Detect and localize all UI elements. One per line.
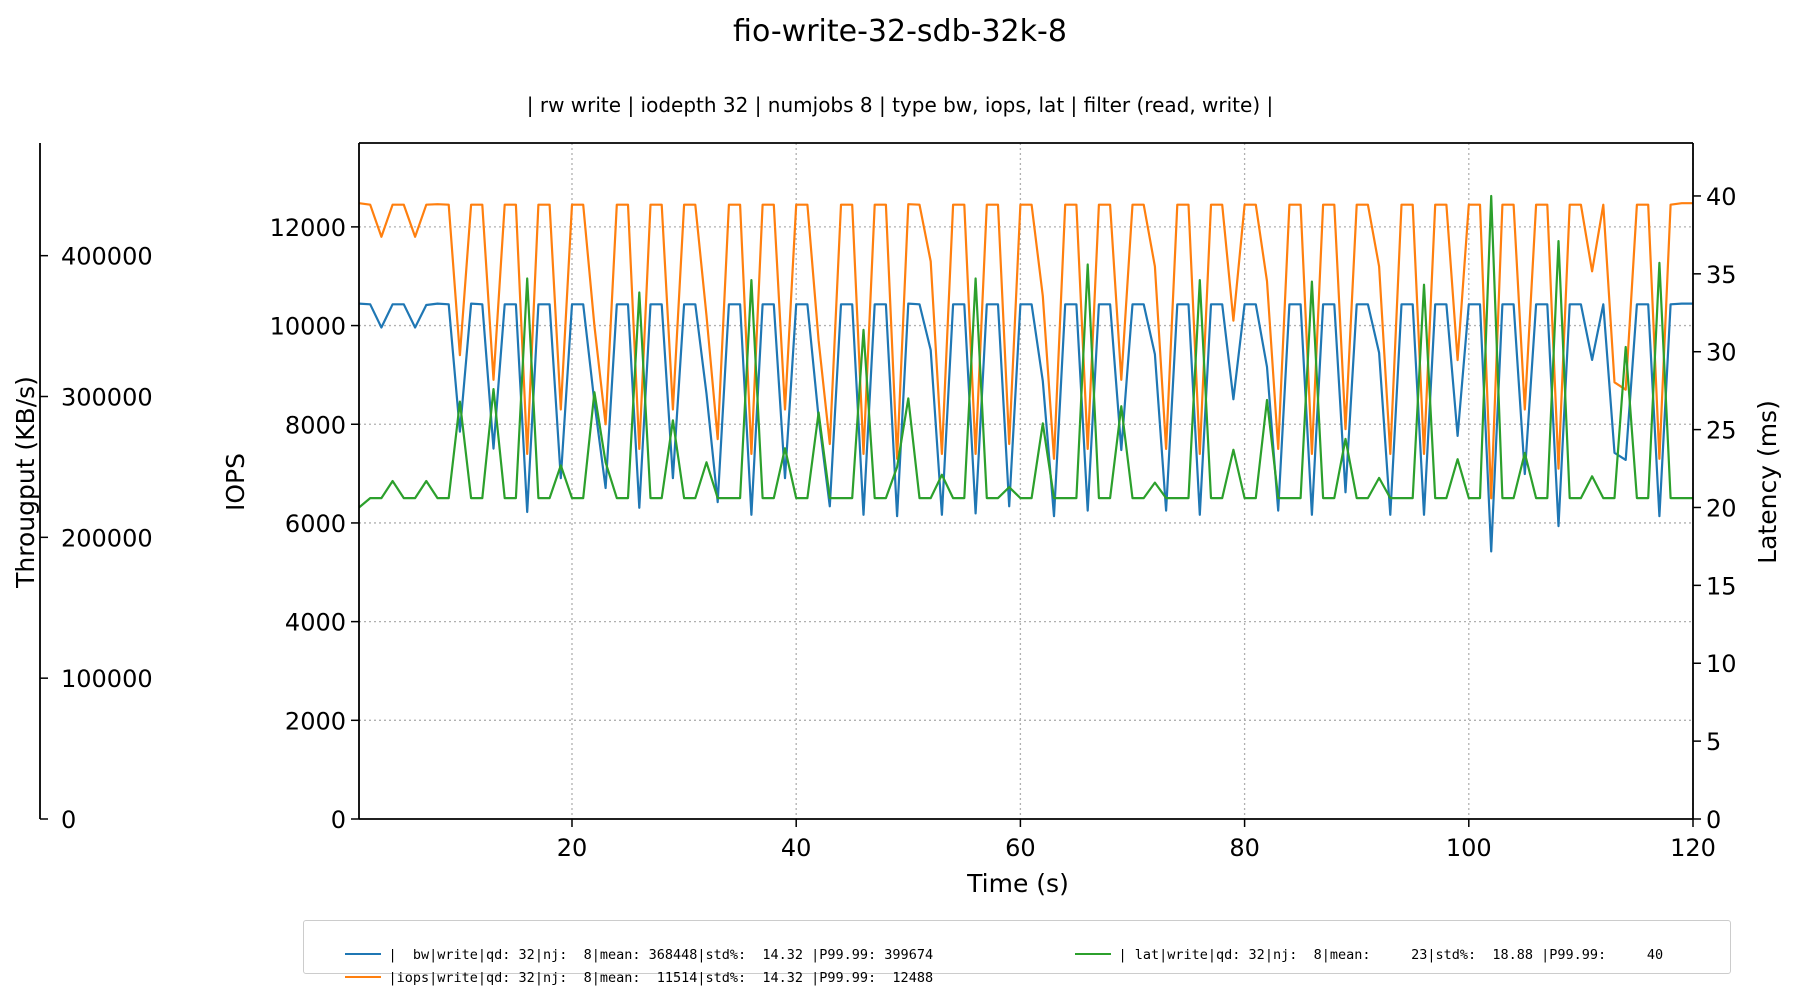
y-tick-label-iops: 8000 bbox=[285, 411, 346, 439]
x-tick-label: 20 bbox=[557, 834, 588, 862]
y-tick-label-latency: 10 bbox=[1706, 650, 1737, 678]
chart-title: fio-write-32-sdb-32k-8 bbox=[733, 14, 1067, 49]
y-tick-label-throughput: 100000 bbox=[61, 665, 153, 693]
y-tick-label-latency: 15 bbox=[1706, 572, 1737, 600]
x-tick-label: 40 bbox=[781, 834, 812, 862]
y-tick-label-iops: 6000 bbox=[285, 510, 346, 538]
legend-entry-lat: | lat|write|qd: 32|nj: 8|mean: 23|std%: … bbox=[1042, 925, 1663, 963]
y-tick-label-latency: 20 bbox=[1706, 494, 1737, 522]
y-tick-label-iops: 4000 bbox=[285, 609, 346, 637]
series-line-lat bbox=[358, 194, 1693, 509]
y-axis-label-iops: IOPS bbox=[221, 453, 250, 511]
x-axis-label: Time (s) bbox=[966, 869, 1069, 898]
y-axis-label-throughput: Througput (KB/s) bbox=[11, 376, 40, 589]
y-tick-label-latency: 0 bbox=[1706, 806, 1721, 834]
chart-subtitle: | rw write | iodepth 32 | numjobs 8 | ty… bbox=[526, 93, 1274, 117]
y-tick-label-iops: 2000 bbox=[285, 707, 346, 735]
legend-label-bw: | bw|write|qd: 32|nj: 8|mean: 368448|std… bbox=[388, 947, 934, 963]
grid-lines bbox=[359, 143, 1694, 819]
legend: | bw|write|qd: 32|nj: 8|mean: 368448|std… bbox=[303, 920, 1731, 986]
axes bbox=[39, 142, 1701, 827]
legend-swatch-iops bbox=[344, 976, 381, 978]
series-line-bw bbox=[358, 302, 1693, 553]
x-tick-label: 60 bbox=[1005, 834, 1036, 862]
tick-labels: 20 40 60 80 100 12002000400060008000100001200… bbox=[61, 183, 1737, 862]
y-tick-label-latency: 35 bbox=[1706, 261, 1737, 289]
y-tick-label-latency: 5 bbox=[1706, 728, 1721, 756]
legend-label-lat: | lat|write|qd: 32|nj: 8|mean: 23|std%: … bbox=[1118, 947, 1664, 963]
y-tick-label-throughput: 300000 bbox=[61, 384, 153, 412]
x-tick-label: 80 bbox=[1229, 834, 1260, 862]
legend-swatch-lat bbox=[1074, 953, 1111, 955]
y-tick-label-throughput: 0 bbox=[61, 806, 76, 834]
y-tick-label-throughput: 200000 bbox=[61, 524, 153, 552]
y-tick-label-iops: 12000 bbox=[270, 214, 346, 242]
y-tick-label-latency: 30 bbox=[1706, 339, 1737, 367]
legend-swatch-bw bbox=[344, 953, 381, 955]
series-line-iops bbox=[358, 202, 1693, 500]
legend-entry-iops: |iops|write|qd: 32|nj: 8|mean: 11514|std… bbox=[312, 948, 933, 986]
series-layer bbox=[358, 194, 1693, 553]
y-tick-label-latency: 25 bbox=[1706, 417, 1737, 445]
y-tick-label-iops: 10000 bbox=[270, 313, 346, 341]
y-axis-label-latency: Latency (ms) bbox=[1753, 400, 1782, 564]
legend-entry-bw: | bw|write|qd: 32|nj: 8|mean: 368448|std… bbox=[312, 925, 933, 963]
y-tick-label-latency: 40 bbox=[1706, 183, 1737, 211]
x-tick-label: 100 bbox=[1446, 834, 1492, 862]
x-tick-label: 120 bbox=[1670, 834, 1716, 862]
y-tick-label-iops: 0 bbox=[331, 806, 346, 834]
y-tick-label-throughput: 400000 bbox=[61, 243, 153, 271]
legend-label-iops: |iops|write|qd: 32|nj: 8|mean: 11514|std… bbox=[388, 970, 934, 986]
